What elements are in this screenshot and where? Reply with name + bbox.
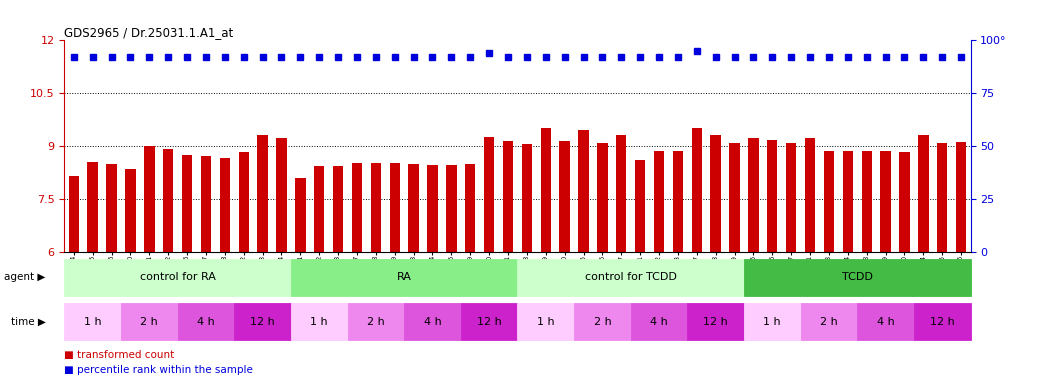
Bar [880, 151, 891, 252]
Bar [461, 303, 517, 340]
Bar [163, 149, 173, 252]
Text: 1 h: 1 h [537, 316, 554, 327]
Bar [559, 141, 570, 252]
Bar [291, 259, 517, 296]
Bar [404, 303, 461, 340]
Bar [744, 259, 971, 296]
Text: TCDD: TCDD [842, 272, 873, 283]
Bar [428, 165, 438, 252]
Text: agent ▶: agent ▶ [4, 272, 46, 283]
Bar [121, 303, 177, 340]
Text: 2 h: 2 h [367, 316, 385, 327]
Text: 4 h: 4 h [650, 316, 667, 327]
Bar [295, 178, 305, 252]
Bar [348, 303, 404, 340]
Bar [710, 135, 720, 252]
Bar [389, 163, 400, 252]
Bar [824, 151, 835, 252]
Bar [673, 151, 683, 252]
Bar [182, 155, 192, 252]
Bar [522, 144, 532, 252]
Bar [913, 303, 971, 340]
Bar [767, 140, 777, 252]
Bar [276, 138, 286, 252]
Text: 12 h: 12 h [930, 316, 955, 327]
Text: control for RA: control for RA [140, 272, 216, 283]
Text: 4 h: 4 h [197, 316, 215, 327]
Bar [635, 160, 646, 252]
Bar [578, 130, 589, 252]
Bar [126, 169, 136, 252]
Bar [257, 135, 268, 252]
Bar [804, 138, 815, 252]
Bar [937, 143, 948, 252]
Text: 2 h: 2 h [140, 316, 158, 327]
Bar [446, 165, 457, 252]
Bar [862, 151, 872, 252]
Bar [617, 135, 627, 252]
Bar [220, 158, 230, 252]
Bar [64, 259, 291, 296]
Bar [654, 151, 664, 252]
Bar [730, 143, 740, 252]
Bar [315, 166, 325, 252]
Bar [517, 303, 574, 340]
Bar [631, 303, 687, 340]
Bar [517, 259, 744, 296]
Text: 2 h: 2 h [820, 316, 838, 327]
Bar [574, 303, 631, 340]
Bar [352, 163, 362, 252]
Bar [200, 156, 211, 252]
Text: 4 h: 4 h [877, 316, 895, 327]
Text: 12 h: 12 h [250, 316, 275, 327]
Bar [919, 135, 929, 252]
Bar [235, 303, 291, 340]
Bar [899, 152, 909, 252]
Bar [291, 303, 348, 340]
Bar [465, 164, 475, 252]
Bar [239, 152, 249, 252]
Text: 4 h: 4 h [424, 316, 441, 327]
Text: GDS2965 / Dr.25031.1.A1_at: GDS2965 / Dr.25031.1.A1_at [64, 26, 234, 39]
Bar [408, 164, 418, 252]
Bar [333, 166, 344, 252]
Text: 12 h: 12 h [476, 316, 501, 327]
Text: 2 h: 2 h [594, 316, 611, 327]
Text: RA: RA [397, 272, 412, 283]
Bar [597, 143, 607, 252]
Bar [69, 176, 79, 252]
Bar [371, 163, 381, 252]
Text: 1 h: 1 h [84, 316, 102, 327]
Bar [64, 303, 121, 340]
Bar [87, 162, 98, 252]
Bar [687, 303, 744, 340]
Bar [748, 138, 759, 252]
Bar [857, 303, 913, 340]
Bar [744, 303, 800, 340]
Text: ■ percentile rank within the sample: ■ percentile rank within the sample [64, 365, 253, 375]
Bar [843, 151, 853, 252]
Text: 12 h: 12 h [704, 316, 728, 327]
Bar [786, 143, 796, 252]
Text: 1 h: 1 h [310, 316, 328, 327]
Bar [144, 146, 155, 252]
Bar [502, 141, 513, 252]
Text: 1 h: 1 h [764, 316, 782, 327]
Text: ■ transformed count: ■ transformed count [64, 350, 174, 360]
Bar [484, 137, 494, 252]
Text: control for TCDD: control for TCDD [584, 272, 677, 283]
Bar [956, 142, 966, 252]
Text: time ▶: time ▶ [10, 316, 46, 327]
Bar [691, 128, 702, 252]
Bar [800, 303, 857, 340]
Bar [541, 128, 551, 252]
Bar [106, 164, 116, 252]
Bar [177, 303, 235, 340]
